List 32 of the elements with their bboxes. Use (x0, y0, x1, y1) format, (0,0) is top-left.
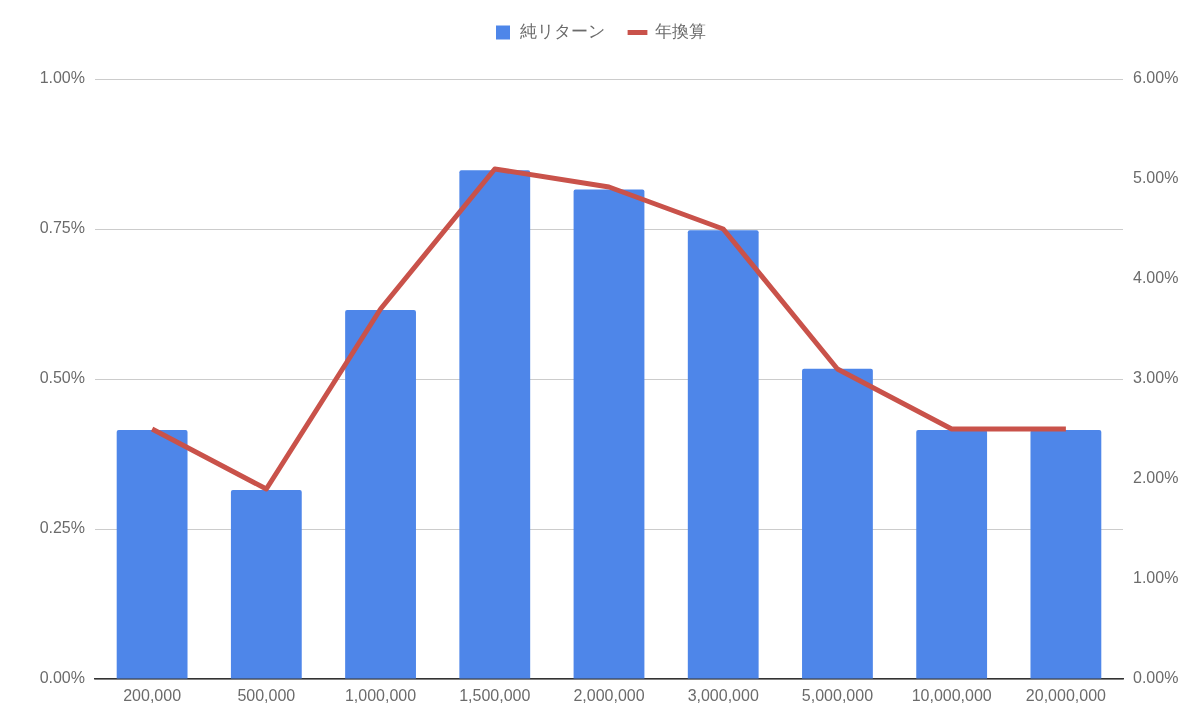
y2-tick-label: 5.00% (1133, 169, 1179, 187)
y-tick-label: 0.75% (39, 219, 85, 237)
x-tick-label: 200,000 (123, 687, 182, 705)
bar (345, 310, 416, 679)
bar (687, 230, 759, 679)
y-tick-label: 1.00% (39, 69, 85, 87)
y2-tick-label: 4.00% (1133, 269, 1179, 287)
bar (1030, 430, 1102, 679)
y-tick-label: 0.50% (39, 369, 85, 387)
bar (573, 189, 645, 679)
legend-label: 年換算 (654, 22, 706, 42)
x-tick-label: 3,000,000 (687, 687, 759, 705)
y2-tick-label: 2.00% (1133, 469, 1179, 487)
x-tick-label: 10,000,000 (911, 687, 992, 705)
x-tick-label: 20,000,000 (1025, 687, 1107, 705)
y-tick-label: 0.00% (39, 669, 85, 687)
bar (802, 368, 873, 679)
x-tick-label: 1,500,000 (459, 687, 531, 705)
y2-tick-label: 6.00% (1133, 69, 1179, 87)
x-tick-label: 5,000,000 (801, 687, 874, 705)
y2-tick-label: 3.00% (1133, 369, 1179, 387)
x-tick-label: 500,000 (237, 687, 296, 705)
x-tick-label: 2,000,000 (573, 687, 645, 705)
bar (230, 490, 302, 679)
y2-tick-label: 1.00% (1133, 569, 1179, 587)
y2-tick-label: 0.00% (1133, 669, 1179, 687)
bar (116, 430, 188, 679)
x-tick-label: 1,000,000 (344, 687, 417, 705)
bar (916, 430, 988, 679)
bar (459, 170, 531, 679)
y-tick-label: 0.25% (39, 519, 85, 537)
legend-label: 純リターン (520, 22, 605, 42)
